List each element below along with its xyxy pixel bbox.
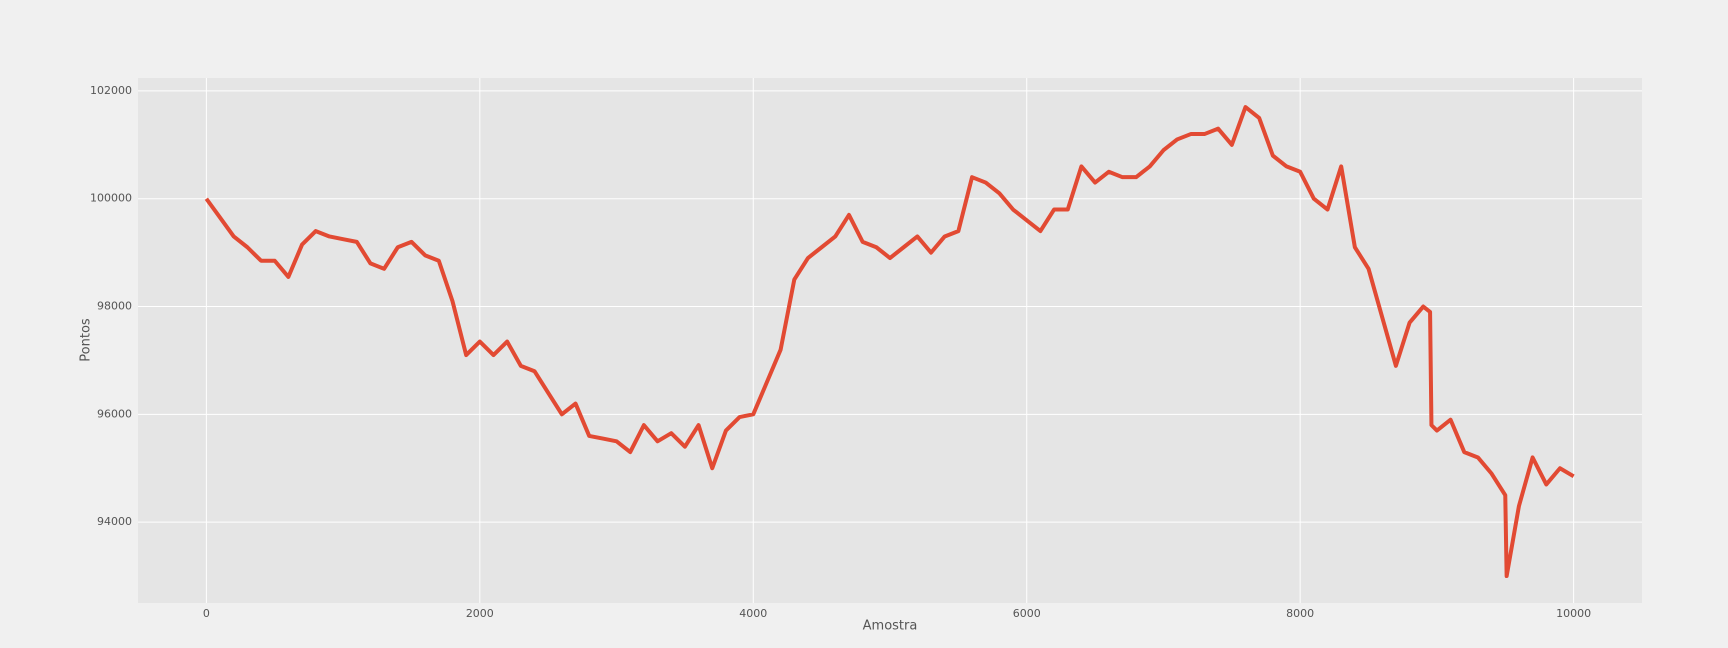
y-tick-label: 94000 (97, 515, 132, 528)
x-tick-label: 10000 (1556, 607, 1591, 620)
plot-area (138, 78, 1642, 603)
y-tick-label: 100000 (90, 192, 132, 205)
x-tick-label: 0 (203, 607, 210, 620)
y-axis-label: Pontos (79, 318, 94, 362)
y-tick-label: 102000 (90, 84, 132, 97)
data-line (204, 105, 1575, 579)
x-tick-label: 2000 (466, 607, 494, 620)
y-tick-label: 98000 (97, 300, 132, 313)
y-tick-label: 96000 (97, 407, 132, 420)
x-tick-label: 4000 (739, 607, 767, 620)
x-tick-label: 6000 (1013, 607, 1041, 620)
x-tick-label: 8000 (1286, 607, 1314, 620)
x-axis-label: Amostra (863, 619, 918, 634)
